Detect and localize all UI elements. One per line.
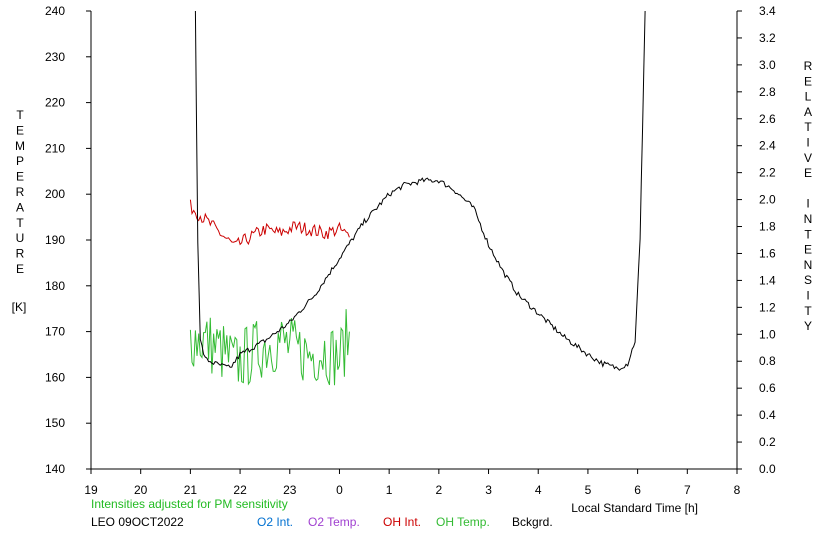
right-tick-label: 1.2 — [759, 300, 776, 314]
right-tick-label: 1.0 — [759, 327, 776, 341]
right-axis-title-letter: I — [806, 136, 809, 150]
left-tick-label: 240 — [45, 4, 65, 18]
left-axis-title-letter: P — [16, 154, 24, 168]
right-tick-label: 0.4 — [759, 408, 776, 422]
left-tick-label: 170 — [45, 325, 65, 339]
right-axis-title-letter: E — [804, 243, 812, 257]
sensitivity-note: Intensities adjusted for PM sensitivity — [91, 497, 288, 511]
left-tick-label: 230 — [45, 50, 65, 64]
x-tick-label: 20 — [134, 483, 148, 497]
right-axis-title-letter: R — [804, 59, 813, 73]
right-tick-label: 2.2 — [759, 166, 776, 180]
left-tick-label: 180 — [45, 279, 65, 293]
right-tick-label: 2.0 — [759, 193, 776, 207]
right-axis-title-letter: N — [804, 258, 813, 272]
right-axis-title-letter: E — [804, 74, 812, 88]
right-tick-label: 3.2 — [759, 31, 776, 45]
legend-o2-int: O2 Int. — [257, 515, 294, 529]
right-axis-title-letter: T — [804, 304, 812, 318]
left-axis-title-letter: E — [16, 170, 24, 184]
station-date-label: LEO 09OCT2022 — [91, 515, 184, 529]
left-tick-label: 190 — [45, 233, 65, 247]
x-tick-label: 6 — [634, 483, 641, 497]
left-tick-label: 200 — [45, 187, 65, 201]
left-tick-label: 160 — [45, 370, 65, 384]
x-tick-label: 21 — [184, 483, 198, 497]
left-axis-unit: [K] — [12, 300, 27, 314]
right-axis-title-letter: Y — [804, 319, 812, 333]
right-axis-title-letter: A — [804, 105, 812, 119]
right-tick-label: 0.8 — [759, 354, 776, 368]
x-tick-label: 7 — [684, 483, 691, 497]
right-axis-title-letter: T — [804, 227, 812, 241]
right-axis-title-letter: L — [805, 90, 812, 104]
right-tick-label: 0.2 — [759, 435, 776, 449]
right-tick-label: 0.6 — [759, 381, 776, 395]
right-axis-title-letter: E — [804, 166, 812, 180]
x-tick-label: 3 — [485, 483, 492, 497]
right-axis-title-letter: I — [806, 197, 809, 211]
x-tick-label: 19 — [84, 483, 98, 497]
left-tick-label: 220 — [45, 96, 65, 110]
left-axis-title-letter: U — [16, 231, 25, 245]
left-axis-title-letter: A — [16, 200, 24, 214]
right-tick-label: 1.4 — [759, 273, 776, 287]
x-axis-title: Local Standard Time [h] — [571, 501, 698, 515]
left-axis-title-letter: T — [16, 108, 24, 122]
series-line-bckgrd-6 — [194, 11, 646, 371]
left-tick-label: 150 — [45, 416, 65, 430]
right-tick-label: 1.8 — [759, 220, 776, 234]
x-tick-label: 23 — [283, 483, 297, 497]
right-axis-title-letter: N — [804, 212, 813, 226]
left-axis-title-letter: R — [16, 247, 25, 261]
x-tick-label: 1 — [386, 483, 393, 497]
x-tick-label: 2 — [436, 483, 443, 497]
right-tick-label: 3.0 — [759, 58, 776, 72]
left-axis-title-letter: T — [16, 216, 24, 230]
left-tick-label: 210 — [45, 141, 65, 155]
x-tick-label: 0 — [336, 483, 343, 497]
right-axis-title-letter: V — [804, 151, 812, 165]
series-line-oh-temp-5 — [189, 309, 350, 386]
right-axis-title-letter: I — [806, 289, 809, 303]
left-axis-title-letter: E — [16, 123, 24, 137]
left-axis-title-letter: M — [15, 139, 25, 153]
left-tick-label: 140 — [45, 462, 65, 476]
right-tick-label: 0.0 — [759, 462, 776, 476]
right-tick-label: 3.4 — [759, 4, 776, 18]
x-tick-label: 5 — [585, 483, 592, 497]
legend-bckgrd: Bckgrd. — [512, 515, 553, 529]
x-tick-label: 4 — [535, 483, 542, 497]
right-tick-label: 2.4 — [759, 139, 776, 153]
x-tick-label: 8 — [734, 483, 741, 497]
right-axis-title-letter: S — [804, 273, 812, 287]
x-tick-label: 22 — [233, 483, 247, 497]
legend-oh-temp: OH Temp. — [436, 515, 490, 529]
legend-oh-int: OH Int. — [383, 515, 422, 529]
legend-o2-temp: O2 Temp. — [308, 515, 360, 529]
right-tick-label: 2.6 — [759, 112, 776, 126]
series-line-oh-int-4 — [189, 199, 350, 246]
right-axis-title-letter: T — [804, 120, 812, 134]
right-tick-label: 2.8 — [759, 85, 776, 99]
left-axis-title-letter: R — [16, 185, 25, 199]
right-tick-label: 1.6 — [759, 246, 776, 260]
left-axis-title-letter: E — [16, 262, 24, 276]
